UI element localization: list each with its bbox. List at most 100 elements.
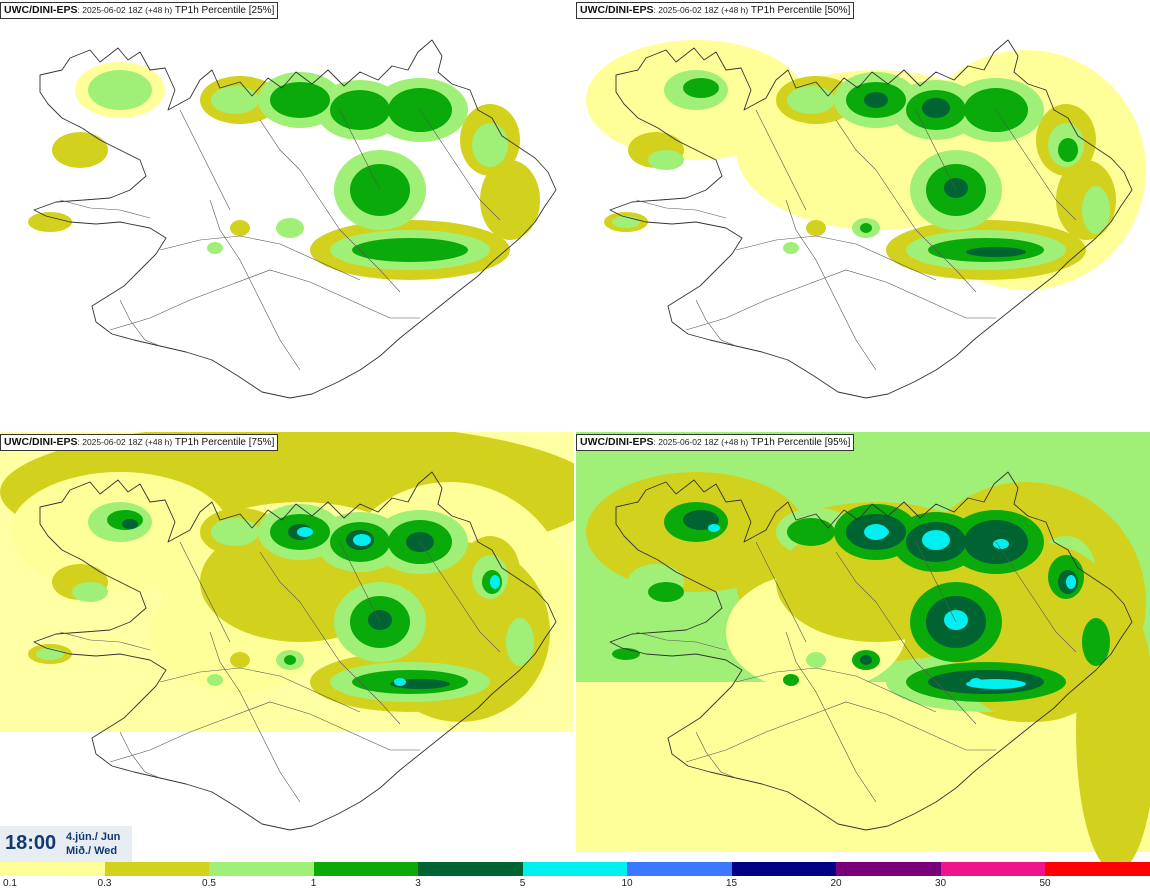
precip-cell (88, 70, 152, 110)
precip-cell (480, 160, 540, 240)
precip-cell (806, 652, 826, 668)
precip-cell (612, 216, 640, 228)
precip-cell (787, 518, 835, 546)
precip-cell (944, 610, 968, 630)
road-line (59, 199, 151, 219)
precip-cell (783, 674, 799, 686)
road-line (755, 541, 807, 643)
legend-color-swatch (1045, 862, 1150, 876)
road-line (109, 701, 420, 763)
road-line (915, 541, 957, 623)
legend-color-swatch (731, 862, 837, 876)
map-panel-p75: UWC/DINI-EPS: 2025-06-02 18Z (+48 h) TP1… (0, 432, 574, 862)
road-line (159, 667, 361, 713)
road-line (209, 631, 301, 803)
valid-time-box: 18:00 4.jún./ Jun Mið./ Wed (0, 826, 132, 862)
road-line (339, 541, 381, 623)
road-line (875, 169, 977, 293)
map-panel-p25: UWC/DINI-EPS: 2025-06-02 18Z (+48 h) TP1… (0, 0, 574, 430)
road-line (835, 119, 877, 171)
road-line (119, 299, 161, 347)
road-line (635, 631, 727, 651)
precip-cell (230, 220, 250, 236)
legend-color-swatch (104, 862, 210, 876)
map-panel-p95: UWC/DINI-EPS: 2025-06-02 18Z (+48 h) TP1… (576, 432, 1150, 862)
precip-color-legend: 0.1 0.3 0.5 1 3 5 10 15 20 30 50 (0, 862, 1150, 891)
precip-cell (787, 86, 835, 114)
valid-date-line2: Mið./ Wed (66, 845, 118, 857)
road-line (259, 551, 301, 603)
precip-cell (394, 678, 406, 686)
precip-cell (472, 123, 508, 167)
road-line (635, 199, 727, 219)
precip-cell (683, 78, 719, 98)
precip-cell (211, 518, 259, 546)
precip-cell (970, 678, 982, 686)
legend-label: 50 (1039, 878, 1051, 889)
road-line (695, 299, 737, 347)
precip-cell (52, 132, 108, 168)
road-line (339, 109, 381, 191)
road-line (209, 199, 301, 371)
precip-cell (806, 220, 826, 236)
precip-map-svg (576, 432, 1150, 862)
road-line (299, 601, 401, 725)
precip-cell (708, 524, 720, 532)
road-line (59, 631, 151, 651)
precip-cell (72, 582, 108, 602)
legend-label: 0.3 (97, 878, 112, 889)
legend-color-swatch (940, 862, 1046, 876)
precip-cell (783, 242, 799, 254)
panel-title: UWC/DINI-EPS: 2025-06-02 18Z (+48 h) TP1… (0, 2, 279, 19)
precip-cell (353, 534, 371, 546)
road-line (179, 109, 231, 211)
road-line (119, 731, 161, 779)
valid-date-line1: 4.jún./ Jun (66, 831, 121, 843)
road-line (299, 169, 401, 293)
road-line (915, 109, 957, 191)
road-line (109, 269, 420, 331)
precip-layer (28, 62, 540, 280)
coastline (609, 39, 1133, 399)
precip-cell (36, 648, 64, 660)
precip-cell (330, 90, 390, 130)
road-line (785, 631, 877, 803)
legend-color-swatch (418, 862, 524, 876)
precip-cell (966, 247, 1026, 257)
precip-cell (207, 674, 223, 686)
precip-cell (648, 582, 684, 602)
precip-cell (270, 82, 330, 118)
legend-color-swatch (209, 862, 315, 876)
panel-title: UWC/DINI-EPS: 2025-06-02 18Z (+48 h) TP1… (576, 434, 855, 451)
precip-cell (1058, 138, 1078, 162)
precip-map-svg (576, 0, 1150, 430)
precip-cell (211, 86, 259, 114)
legend-label: 15 (725, 878, 738, 889)
panel-title: UWC/DINI-EPS: 2025-06-02 18Z (+48 h) TP1… (0, 434, 279, 451)
road-line (259, 119, 301, 171)
legend-label: 5 (519, 878, 526, 889)
precip-cell (276, 218, 304, 238)
map-panel-p50: UWC/DINI-EPS: 2025-06-02 18Z (+48 h) TP1… (576, 0, 1150, 430)
precip-cell (207, 242, 223, 254)
legend-color-swatch (0, 862, 106, 876)
precip-cell (993, 539, 1009, 549)
legend-color-swatch (313, 862, 419, 876)
coastline (609, 471, 1133, 831)
valid-time: 18:00 (5, 832, 57, 854)
precip-cell (506, 618, 534, 666)
road-line (419, 109, 501, 221)
legend-label: 10 (621, 878, 633, 889)
road-line (159, 235, 361, 281)
precip-cell (612, 648, 640, 660)
legend-color-swatch (627, 862, 733, 876)
precip-cell (1066, 575, 1076, 589)
precip-cell (922, 98, 950, 118)
road-line (735, 235, 937, 281)
legend-label: 0.5 (202, 878, 216, 889)
legend-color-swatch (522, 862, 628, 876)
precip-cell (944, 178, 968, 198)
precip-map-svg (0, 432, 574, 862)
precip-cell (860, 223, 872, 233)
road-line (735, 667, 937, 713)
